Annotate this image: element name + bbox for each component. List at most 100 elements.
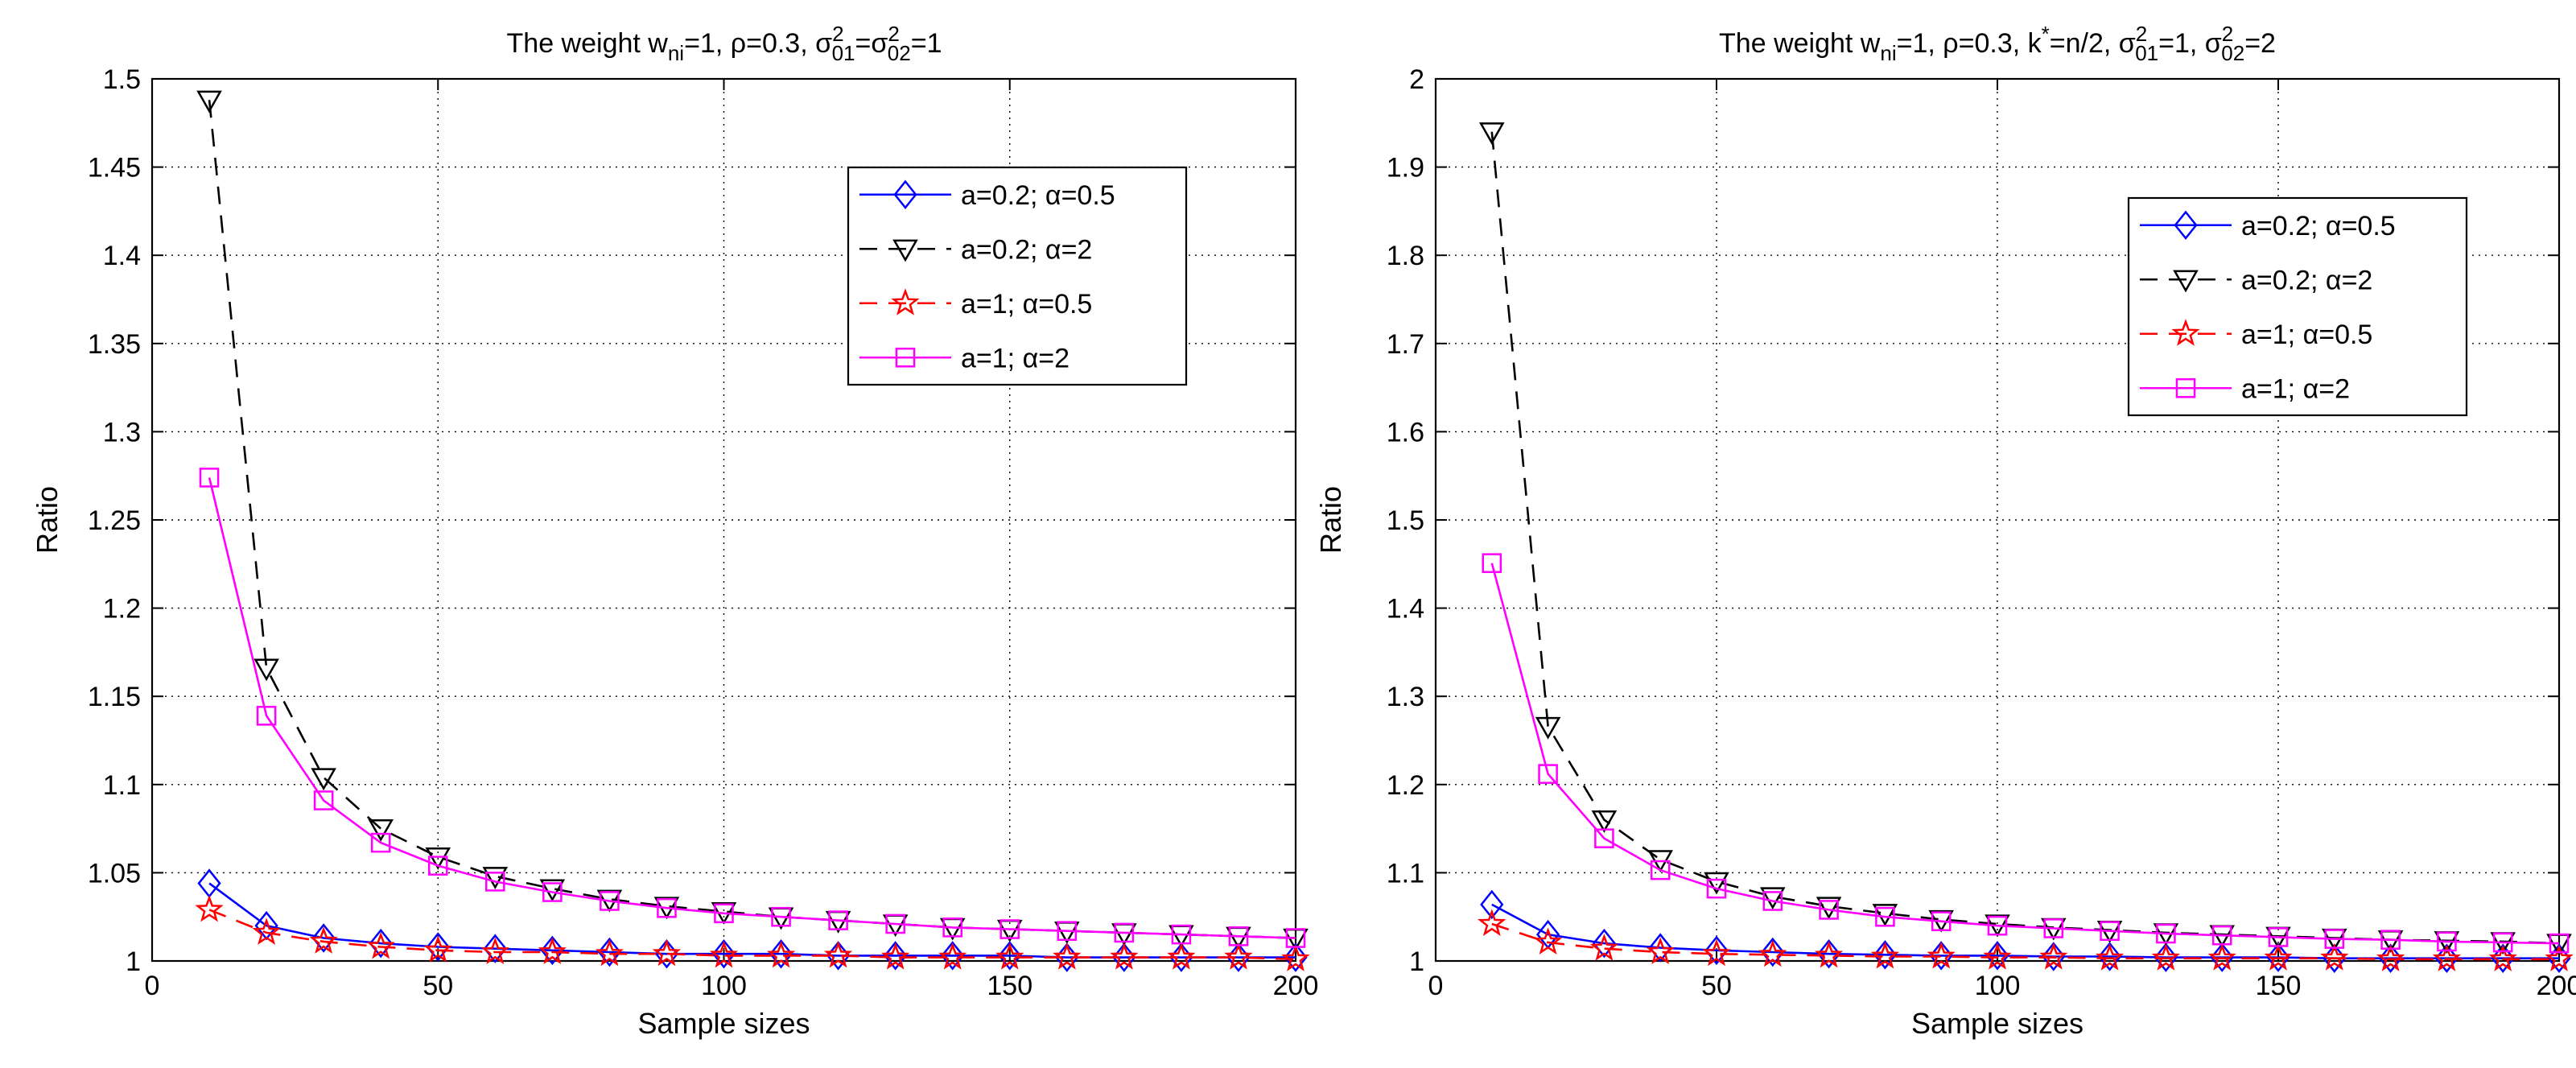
y-tick-label: 1.4 (103, 241, 141, 271)
data-point (1538, 764, 1558, 784)
data-point (600, 891, 620, 911)
legend: a=0.2; α=0.5 a=0.2; α=2 a=1; α=0.5 a=1; α=2 (847, 166, 1188, 386)
legend-marker (2175, 377, 2196, 398)
data-point (880, 942, 910, 970)
data-point (2432, 944, 2462, 971)
data-point (2039, 942, 2068, 970)
data-point (1761, 937, 1785, 967)
data-point (1983, 942, 2012, 970)
data-point (480, 937, 509, 965)
y-tick-label: 1.45 (88, 153, 141, 183)
data-point (1816, 897, 1842, 920)
legend-label: a=1; α=0.5 (961, 289, 1092, 320)
data-point (885, 913, 905, 934)
data-point (1533, 927, 1563, 955)
data-point (256, 706, 277, 726)
data-point (1589, 934, 1619, 961)
data-point (1875, 906, 1895, 927)
data-point (595, 938, 624, 967)
data-point (2264, 943, 2293, 971)
data-point (2434, 943, 2459, 973)
data-point (769, 938, 793, 969)
data-point (597, 937, 622, 967)
data-point (2437, 931, 2457, 952)
data-point (1480, 889, 1504, 920)
y-axis-label: Ratio (31, 486, 64, 554)
x-tick-label: 150 (987, 971, 1032, 1001)
y-tick-label: 1.05 (88, 858, 141, 889)
series-line (208, 909, 1296, 961)
data-point (252, 917, 281, 945)
data-point (2376, 944, 2405, 971)
data-point (999, 919, 1020, 939)
series-line (1491, 922, 2559, 961)
data-point (942, 917, 963, 938)
data-point (427, 856, 448, 876)
legend-marker (891, 288, 920, 315)
data-point (539, 879, 566, 902)
data-point (1646, 937, 1675, 965)
data-point (1591, 810, 1618, 833)
data-point (1053, 942, 1082, 970)
data-point (485, 872, 505, 892)
legend-marker (2174, 210, 2198, 241)
chart-title: The weight wni=1, ρ=0.3, σ2 01=σ2 02=1 (507, 22, 942, 65)
data-point (1110, 942, 1139, 970)
legend-label: a=1; α=2 (961, 343, 1070, 373)
data-point (1224, 942, 1253, 970)
data-point (709, 940, 739, 968)
grid (1436, 79, 2559, 961)
y-tick-label: 1.35 (88, 329, 141, 360)
legend-label: a=1; α=0.5 (2241, 320, 2372, 350)
data-point (1650, 860, 1671, 880)
y-tick-label: 1 (126, 946, 141, 977)
data-point (1927, 942, 1956, 969)
data-point (1228, 926, 1249, 946)
data-point (2097, 942, 2122, 971)
data-point (1704, 872, 1729, 895)
y-tick-label: 1.7 (1387, 329, 1424, 360)
legend-label: a=0.2; α=2 (2241, 265, 2372, 295)
y-tick-label: 1.5 (1387, 505, 1424, 536)
data-point (998, 941, 1022, 971)
data-point (538, 937, 567, 965)
data-point (366, 931, 395, 959)
chart-title: The weight wni=1, ρ=0.3, k*=n/2, σ2 01=1,… (1719, 22, 2276, 65)
data-point (1985, 941, 2009, 971)
data-point (1482, 553, 1502, 574)
data-point (714, 903, 734, 924)
legend-label: a=0.2; α=2 (961, 234, 1092, 265)
data-point (2266, 942, 2290, 972)
data-point (823, 940, 853, 968)
data-point (2324, 929, 2345, 949)
x-tick-label: 100 (1975, 971, 2021, 1001)
y-tick-label: 1.6 (1387, 417, 1424, 447)
data-point (828, 910, 848, 930)
x-tick-label: 50 (422, 971, 453, 1001)
data-point (195, 894, 224, 922)
data-point (2151, 943, 2181, 971)
y-tick-label: 1.25 (88, 505, 141, 536)
x-tick-label: 200 (1273, 971, 1319, 1001)
data-point (2491, 943, 2515, 973)
data-point (483, 934, 507, 963)
data-point (1592, 928, 1617, 959)
y-tick-label: 1.1 (1387, 858, 1424, 889)
data-point (657, 897, 677, 918)
series-3 (195, 894, 1310, 971)
data-point (370, 832, 391, 853)
y-tick-label: 1.5 (103, 64, 141, 95)
data-point (2380, 930, 2401, 950)
data-point (1816, 938, 1841, 969)
data-point (311, 768, 336, 791)
data-point (1594, 828, 1614, 848)
x-tick-label: 0 (1428, 971, 1444, 1001)
series-4 (199, 468, 1306, 948)
legend-marker (2171, 319, 2200, 346)
data-point (995, 942, 1024, 970)
data-point (2549, 933, 2570, 954)
data-point (1704, 935, 1729, 966)
y-axis-label: Ratio (1314, 486, 1347, 554)
data-point (1872, 904, 1898, 926)
y-tick-label: 1.3 (1387, 682, 1424, 712)
